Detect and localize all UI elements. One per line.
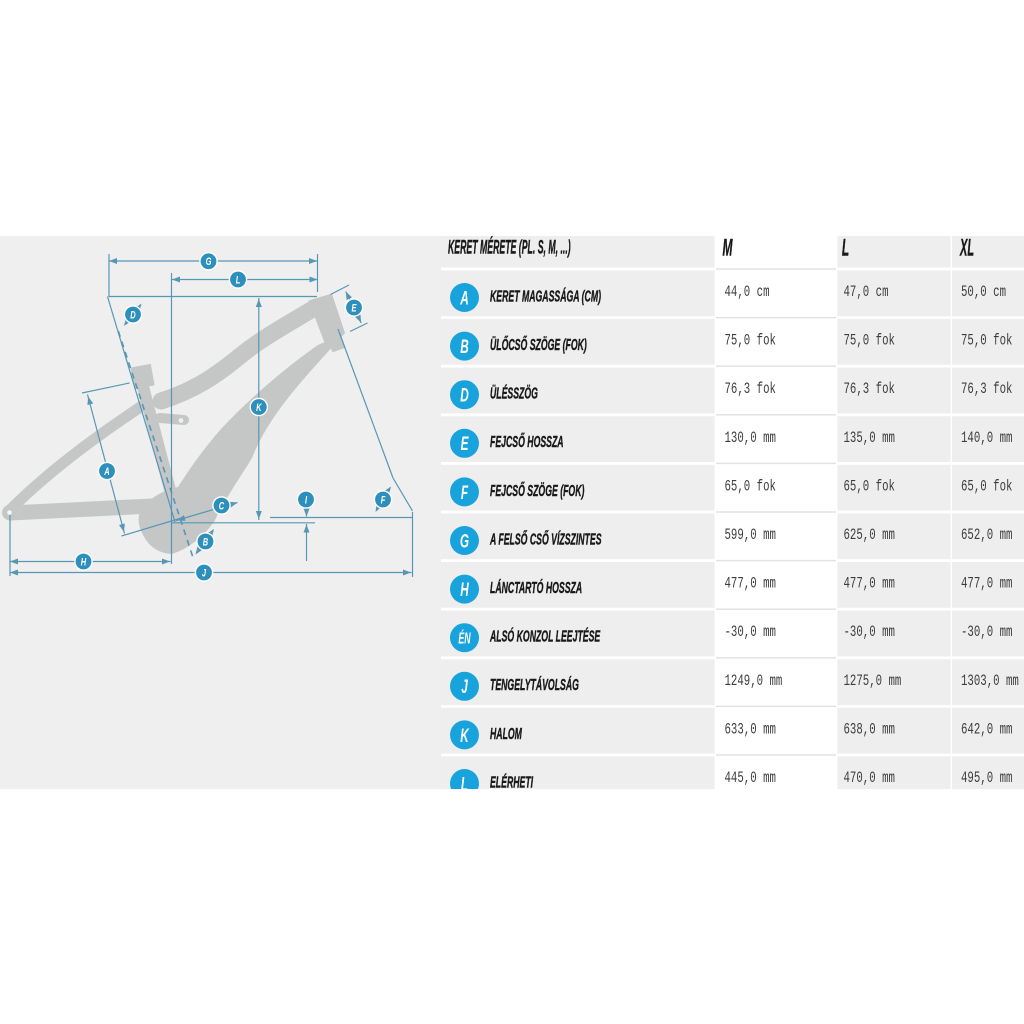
svg-text:K: K [460, 726, 470, 746]
svg-text:KERET MAGASSÁGA (CM): KERET MAGASSÁGA (CM) [490, 286, 601, 305]
svg-text:I: I [305, 493, 307, 506]
svg-text:477,0 mm: 477,0 mm [725, 576, 776, 594]
svg-text:477,0 mm: 477,0 mm [844, 576, 895, 594]
svg-text:599,0 mm: 599,0 mm [725, 527, 776, 545]
svg-text:47,0 cm: 47,0 cm [844, 284, 889, 302]
svg-text:495,0 mm: 495,0 mm [961, 770, 1012, 788]
svg-text:75,0 fok: 75,0 fok [844, 333, 895, 351]
svg-text:D: D [460, 386, 469, 406]
svg-text:445,0 mm: 445,0 mm [725, 770, 776, 788]
svg-text:J: J [461, 678, 468, 698]
svg-text:E: E [461, 435, 469, 455]
svg-text:1249,0 mm: 1249,0 mm [725, 673, 783, 691]
svg-text:G: G [460, 532, 469, 552]
svg-text:L: L [842, 235, 849, 262]
svg-text:140,0 mm: 140,0 mm [961, 430, 1012, 448]
svg-text:ALSÓ KONZOL LEEJTÉSE: ALSÓ KONZOL LEEJTÉSE [489, 627, 600, 646]
svg-text:G: G [206, 255, 212, 268]
svg-text:477,0 mm: 477,0 mm [961, 576, 1012, 594]
svg-text:65,0 fok: 65,0 fok [725, 479, 776, 497]
svg-text:1275,0 mm: 1275,0 mm [844, 673, 902, 691]
svg-text:65,0 fok: 65,0 fok [844, 479, 895, 497]
svg-text:652,0 mm: 652,0 mm [961, 527, 1012, 545]
svg-text:470,0 mm: 470,0 mm [844, 770, 895, 788]
svg-text:L: L [461, 775, 468, 795]
svg-text:E: E [352, 301, 358, 314]
svg-text:KERET MÉRETE (PL. S, M, ...): KERET MÉRETE (PL. S, M, ...) [448, 237, 571, 259]
svg-text:625,0 mm: 625,0 mm [844, 527, 895, 545]
svg-text:135,0 mm: 135,0 mm [844, 430, 895, 448]
svg-text:B: B [460, 337, 469, 357]
svg-text:44,0 cm: 44,0 cm [725, 284, 770, 302]
svg-text:76,3 fok: 76,3 fok [844, 381, 895, 399]
svg-text:A FELSŐ CSŐ VÍZSZINTES: A FELSŐ CSŐ VÍZSZINTES [489, 529, 601, 548]
svg-text:638,0 mm: 638,0 mm [844, 722, 895, 740]
svg-text:130,0 mm: 130,0 mm [725, 430, 776, 448]
svg-text:M: M [723, 235, 734, 262]
svg-text:F: F [461, 483, 468, 503]
svg-text:FEJCSŐ SZÖGE (FOK): FEJCSŐ SZÖGE (FOK) [490, 481, 584, 500]
svg-text:B: B [203, 535, 209, 548]
svg-text:LÁNCTARTÓ HOSSZA: LÁNCTARTÓ HOSSZA [490, 578, 582, 597]
svg-text:XL: XL [959, 234, 974, 261]
svg-text:76,3 fok: 76,3 fok [961, 381, 1012, 399]
svg-text:75,0 fok: 75,0 fok [961, 333, 1012, 351]
svg-text:1303,0 mm: 1303,0 mm [961, 673, 1019, 691]
svg-text:H: H [460, 580, 469, 600]
svg-text:75,0 fok: 75,0 fok [725, 333, 776, 351]
svg-text:633,0 mm: 633,0 mm [725, 722, 776, 740]
svg-text:-30,0 mm: -30,0 mm [961, 624, 1012, 642]
svg-text:HALOM: HALOM [490, 724, 522, 743]
svg-text:L: L [236, 273, 241, 286]
svg-text:ÜLÉSSZÖG: ÜLÉSSZÖG [490, 384, 538, 403]
svg-text:H: H [81, 555, 87, 568]
svg-text:A: A [459, 289, 468, 309]
svg-text:C: C [219, 499, 225, 512]
svg-text:-30,0 mm: -30,0 mm [844, 624, 895, 642]
svg-text:ÉN: ÉN [458, 629, 471, 648]
svg-text:K: K [256, 400, 262, 413]
svg-text:J: J [202, 566, 207, 579]
svg-text:ÜLŐCSŐ SZÖGE (FOK): ÜLŐCSŐ SZÖGE (FOK) [490, 335, 587, 354]
svg-text:50,0 cm: 50,0 cm [961, 284, 1006, 302]
svg-text:76,3 fok: 76,3 fok [725, 381, 776, 399]
svg-text:65,0 fok: 65,0 fok [961, 479, 1012, 497]
svg-text:642,0 mm: 642,0 mm [961, 722, 1012, 740]
svg-text:ELÉRHETI: ELÉRHETI [490, 772, 533, 791]
svg-text:-30,0 mm: -30,0 mm [725, 624, 776, 642]
svg-text:A: A [104, 464, 110, 477]
svg-text:F: F [381, 493, 386, 506]
svg-text:TENGELYTÁVOLSÁG: TENGELYTÁVOLSÁG [490, 675, 579, 694]
svg-text:FEJCSŐ HOSSZA: FEJCSŐ HOSSZA [490, 432, 564, 451]
svg-text:D: D [130, 308, 136, 321]
